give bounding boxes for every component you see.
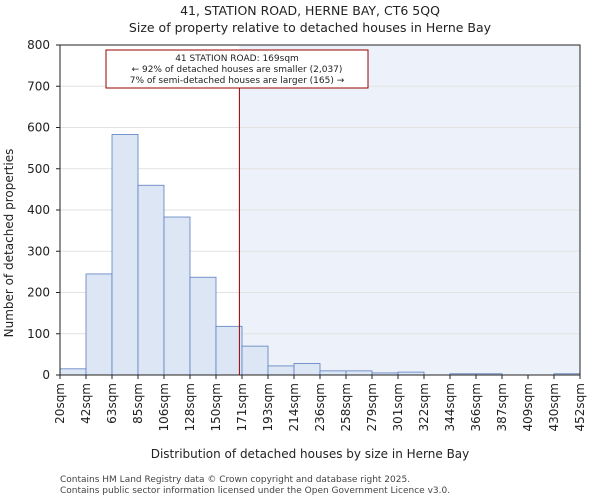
y-tick-label: 600 xyxy=(27,121,50,135)
y-tick-label: 800 xyxy=(27,38,50,52)
x-tick-label: 63sqm xyxy=(105,383,119,424)
bar xyxy=(137,184,165,376)
y-tick-label: 700 xyxy=(27,79,50,93)
x-tick-label: 430sqm xyxy=(547,383,561,431)
x-axis-label: Distribution of detached houses by size … xyxy=(151,447,470,461)
footer-line-2: Contains public sector information licen… xyxy=(60,486,450,496)
bar xyxy=(111,134,139,376)
x-tick-label: 322sqm xyxy=(417,383,431,431)
x-tick-label: 214sqm xyxy=(287,383,301,431)
x-tick-label: 452sqm xyxy=(573,383,587,431)
x-tick-label: 20sqm xyxy=(53,383,67,424)
x-tick-label: 301sqm xyxy=(391,383,405,431)
x-tick-label: 258sqm xyxy=(339,383,353,431)
y-tick-label: 400 xyxy=(27,203,50,217)
x-tick-label: 193sqm xyxy=(261,383,275,431)
chart-title: 41, STATION ROAD, HERNE BAY, CT6 5QQ xyxy=(180,3,440,18)
x-tick-label: 387sqm xyxy=(495,383,509,431)
x-tick-label: 366sqm xyxy=(469,383,483,431)
x-tick-label: 106sqm xyxy=(157,383,171,431)
bar xyxy=(345,370,373,376)
bar xyxy=(85,273,113,376)
x-tick-label: 409sqm xyxy=(521,383,535,431)
bar xyxy=(241,345,269,376)
x-tick-label: 85sqm xyxy=(131,383,145,424)
y-tick-label: 0 xyxy=(42,368,50,382)
bar xyxy=(267,365,295,376)
annotation-line-1: 41 STATION ROAD: 169sqm xyxy=(175,54,299,64)
annotation-box: 41 STATION ROAD: 169sqm ← 92% of detache… xyxy=(105,49,369,89)
x-tick-label: 279sqm xyxy=(365,383,379,431)
x-tick-label: 236sqm xyxy=(313,383,327,431)
y-axis-label: Number of detached properties xyxy=(2,149,16,338)
bar xyxy=(59,368,87,376)
x-tick-label: 42sqm xyxy=(79,383,93,424)
x-tick-label: 344sqm xyxy=(443,383,457,431)
annotation-border xyxy=(105,49,369,89)
bar xyxy=(293,363,321,376)
y-tick-label: 500 xyxy=(27,162,50,176)
bar xyxy=(215,325,243,376)
y-tick-label: 100 xyxy=(27,327,50,341)
x-tick-label: 171sqm xyxy=(235,383,249,431)
bar xyxy=(319,370,347,376)
annotation-line-3: 7% of semi-detached houses are larger (1… xyxy=(130,76,345,86)
bar xyxy=(163,216,191,376)
annotation-line-2: ← 92% of detached houses are smaller (2,… xyxy=(132,65,343,75)
bar xyxy=(189,276,217,376)
chart-subtitle: Size of property relative to detached ho… xyxy=(129,20,492,35)
y-tick-label: 300 xyxy=(27,244,50,258)
x-tick-label: 128sqm xyxy=(183,383,197,431)
footer-line-1: Contains HM Land Registry data © Crown c… xyxy=(60,475,410,485)
y-tick-label: 200 xyxy=(27,286,50,300)
x-tick-label: 150sqm xyxy=(209,383,223,431)
